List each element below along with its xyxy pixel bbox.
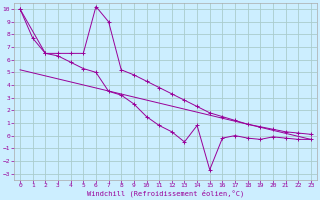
X-axis label: Windchill (Refroidissement éolien,°C): Windchill (Refroidissement éolien,°C) <box>87 190 244 197</box>
